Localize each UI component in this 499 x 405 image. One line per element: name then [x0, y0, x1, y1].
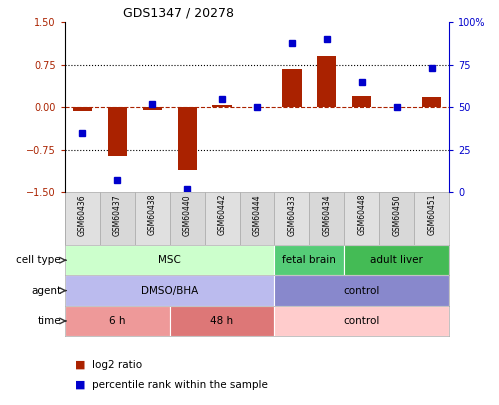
Bar — [100, 192, 135, 245]
Text: GDS1347 / 20278: GDS1347 / 20278 — [123, 7, 234, 20]
Bar — [379, 192, 414, 245]
Bar — [108, 107, 127, 156]
Bar — [422, 97, 441, 107]
Text: GSM60448: GSM60448 — [357, 194, 366, 235]
Bar — [309, 192, 344, 245]
Text: GSM60433: GSM60433 — [287, 194, 296, 236]
Bar — [178, 107, 197, 170]
Text: GSM60434: GSM60434 — [322, 194, 331, 236]
Bar — [352, 96, 371, 107]
Bar — [317, 56, 336, 107]
Text: GSM60438: GSM60438 — [148, 194, 157, 235]
Text: GSM60442: GSM60442 — [218, 194, 227, 235]
Text: GSM60450: GSM60450 — [392, 194, 401, 236]
Text: control: control — [344, 286, 380, 296]
Bar — [414, 192, 449, 245]
Bar — [282, 69, 301, 107]
Text: GSM60444: GSM60444 — [252, 194, 261, 236]
Bar — [65, 306, 170, 336]
Text: percentile rank within the sample: percentile rank within the sample — [92, 380, 268, 390]
Bar — [73, 107, 92, 111]
Text: MSC: MSC — [158, 255, 181, 265]
Text: log2 ratio: log2 ratio — [92, 360, 142, 369]
Text: adult liver: adult liver — [370, 255, 423, 265]
Text: control: control — [344, 316, 380, 326]
Text: DMSO/BHA: DMSO/BHA — [141, 286, 198, 296]
Bar — [274, 306, 449, 336]
Text: ■: ■ — [75, 380, 89, 390]
Bar — [65, 275, 274, 306]
Bar — [344, 245, 449, 275]
Bar — [274, 245, 344, 275]
Text: GSM60437: GSM60437 — [113, 194, 122, 236]
Bar — [135, 192, 170, 245]
Bar — [170, 192, 205, 245]
Text: GSM60440: GSM60440 — [183, 194, 192, 236]
Text: 6 h: 6 h — [109, 316, 126, 326]
Bar — [170, 306, 274, 336]
Bar — [143, 107, 162, 110]
Bar — [274, 192, 309, 245]
Bar — [65, 192, 100, 245]
Text: GSM60436: GSM60436 — [78, 194, 87, 236]
Bar — [205, 192, 240, 245]
Text: ■: ■ — [75, 360, 89, 369]
Bar — [213, 105, 232, 107]
Text: time: time — [37, 316, 61, 326]
Bar — [240, 192, 274, 245]
Text: 48 h: 48 h — [211, 316, 234, 326]
Bar — [274, 275, 449, 306]
Text: cell type: cell type — [16, 255, 61, 265]
Bar — [344, 192, 379, 245]
Text: GSM60451: GSM60451 — [427, 194, 436, 235]
Bar — [65, 245, 274, 275]
Text: agent: agent — [31, 286, 61, 296]
Text: fetal brain: fetal brain — [282, 255, 336, 265]
